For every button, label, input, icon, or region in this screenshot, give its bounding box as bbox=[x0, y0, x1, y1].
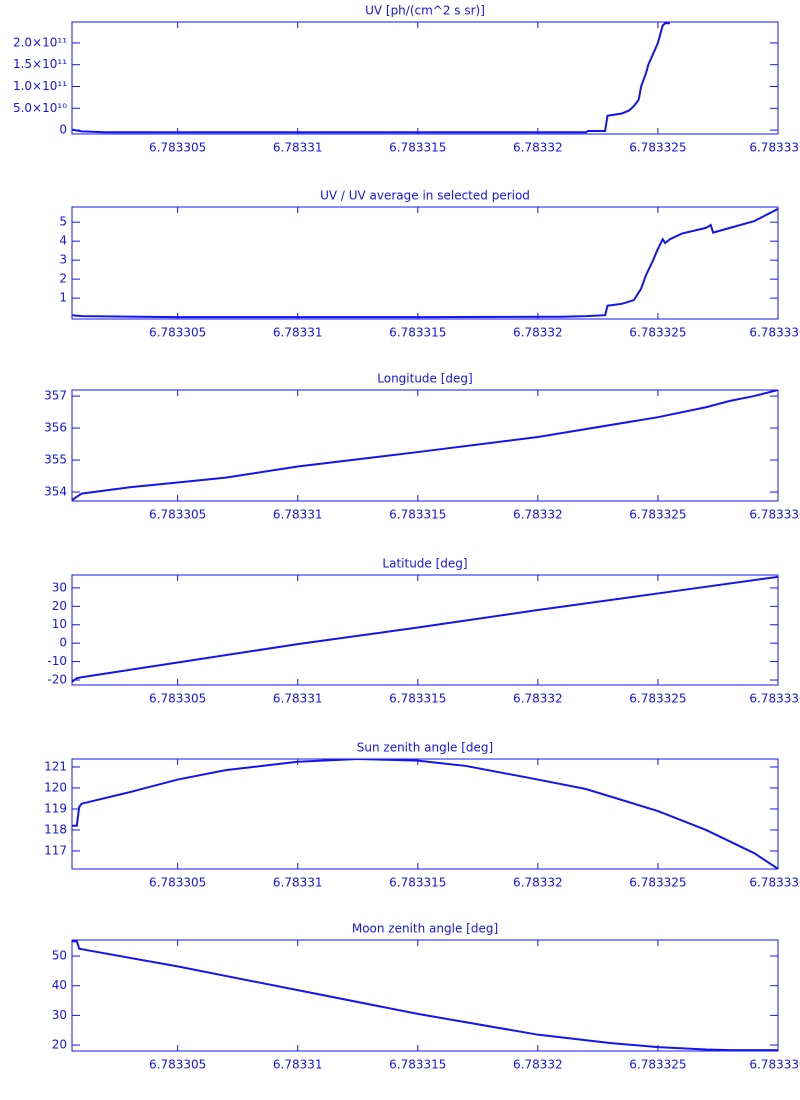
x-tick-label: 6.783305 bbox=[149, 876, 206, 890]
panel: UV / UV average in selected period 6.7833… bbox=[59, 189, 800, 340]
x-tick-label: 6.783325 bbox=[629, 326, 686, 340]
data-line bbox=[72, 575, 778, 683]
y-tick-label: 2 bbox=[59, 272, 67, 286]
y-tick-label: 1 bbox=[59, 291, 67, 305]
y-tick-label: 1.5×10¹¹ bbox=[13, 57, 67, 71]
x-tick-label: 6.783325 bbox=[629, 141, 686, 155]
data-line bbox=[72, 759, 778, 869]
x-tick-label: 6.783325 bbox=[629, 692, 686, 706]
y-tick-label: 117 bbox=[44, 843, 67, 857]
x-tick-label: 6.78332 bbox=[513, 876, 563, 890]
x-tick-label: 6.783305 bbox=[149, 141, 206, 155]
x-tick-label: 6.78331 bbox=[273, 876, 323, 890]
y-tick-label: 5 bbox=[59, 215, 67, 229]
y-tick-label: 5.0×10¹⁰ bbox=[13, 101, 67, 115]
plot-frame bbox=[71, 758, 779, 870]
y-tick-label: 30 bbox=[52, 580, 67, 594]
x-tick-label: 6.78331 bbox=[273, 141, 323, 155]
x-tick-label: 6.783325 bbox=[629, 508, 686, 522]
y-tick-label: 121 bbox=[44, 759, 67, 773]
y-tick-label: 30 bbox=[52, 1008, 67, 1022]
chart-title: Sun zenith angle [deg] bbox=[357, 741, 493, 755]
y-tick-label: 0 bbox=[59, 636, 67, 650]
y-tick-label: 0 bbox=[59, 123, 67, 137]
y-tick-label: 2.0×10¹¹ bbox=[13, 35, 67, 49]
x-tick-label: 6.78331 bbox=[273, 508, 323, 522]
data-line bbox=[72, 22, 670, 134]
data-line bbox=[72, 940, 778, 1051]
x-tick-label: 6.783325 bbox=[629, 1058, 686, 1072]
y-tick-label: 356 bbox=[44, 421, 67, 435]
panel: Moon zenith angle [deg] 6.783305 6.78331 6.… bbox=[52, 922, 800, 1072]
panel: Longitude [deg] 6.783305 6.78331 6.783315 6.… bbox=[44, 372, 800, 522]
y-tick-label: 119 bbox=[44, 801, 67, 815]
x-tick-label: 6.783315 bbox=[389, 1058, 446, 1072]
y-tick-label: 354 bbox=[44, 485, 67, 499]
data-line bbox=[72, 208, 778, 319]
y-tick-label: 3 bbox=[59, 253, 67, 267]
plot-frame bbox=[71, 939, 779, 1052]
y-tick-label: 10 bbox=[52, 617, 67, 631]
y-tick-label: 20 bbox=[52, 1038, 67, 1052]
y-tick-label: 1.0×10¹¹ bbox=[13, 79, 67, 93]
panel: UV [ph/(cm^2 s sr)] 6.783305 6.78331 6.7833… bbox=[13, 4, 800, 155]
chart-title: Moon zenith angle [deg] bbox=[352, 922, 498, 936]
y-tick-label: 50 bbox=[52, 949, 67, 963]
y-tick-label: 355 bbox=[44, 453, 67, 467]
chart-title: UV [ph/(cm^2 s sr)] bbox=[365, 4, 485, 18]
data-line bbox=[72, 390, 778, 501]
x-tick-label: 6.783315 bbox=[389, 876, 446, 890]
chart-title: Latitude [deg] bbox=[382, 557, 467, 571]
x-tick-label: 6.783305 bbox=[149, 1058, 206, 1072]
x-tick-label: 6.783305 bbox=[149, 326, 206, 340]
x-tick-label: 6.783315 bbox=[389, 326, 446, 340]
y-tick-label: -20 bbox=[47, 673, 67, 687]
x-tick-label: 6.78332 bbox=[513, 1058, 563, 1072]
chart-title: Longitude [deg] bbox=[377, 372, 472, 386]
x-tick-label: 6.783305 bbox=[149, 692, 206, 706]
x-tick-label: 6.78331 bbox=[273, 326, 323, 340]
x-tick-label: 6.783315 bbox=[389, 508, 446, 522]
y-tick-label: 120 bbox=[44, 780, 67, 794]
y-tick-label: -10 bbox=[47, 654, 67, 668]
x-tick-label: 6.78332 bbox=[513, 326, 563, 340]
plot-frame bbox=[71, 21, 779, 135]
y-tick-label: 357 bbox=[44, 389, 67, 403]
x-tick-label: 6.78332 bbox=[513, 692, 563, 706]
y-tick-label: 40 bbox=[52, 978, 67, 992]
plot-frame bbox=[71, 389, 779, 502]
x-tick-label: 6.783315 bbox=[389, 692, 446, 706]
y-tick-label: 20 bbox=[52, 599, 67, 613]
x-tick-label: 6.783305 bbox=[149, 508, 206, 522]
x-tick-label: 6.78331 bbox=[273, 1058, 323, 1072]
x-tick-label: 6.78332 bbox=[513, 508, 563, 522]
plot-frame bbox=[71, 206, 779, 320]
x-tick-label: 6.78332 bbox=[513, 141, 563, 155]
panel: Latitude [deg] 6.783305 6.78331 6.783315 6.7… bbox=[47, 557, 800, 706]
plot-frame bbox=[71, 574, 779, 686]
x-tick-label: 6.783325 bbox=[629, 876, 686, 890]
chart-title: UV / UV average in selected period bbox=[320, 189, 530, 203]
panel: Sun zenith angle [deg] 6.783305 6.78331 6.7… bbox=[44, 741, 800, 890]
y-tick-label: 118 bbox=[44, 822, 67, 836]
x-tick-label: 6.783315 bbox=[389, 141, 446, 155]
x-tick-label: 6.78331 bbox=[273, 692, 323, 706]
y-tick-label: 4 bbox=[59, 234, 67, 248]
